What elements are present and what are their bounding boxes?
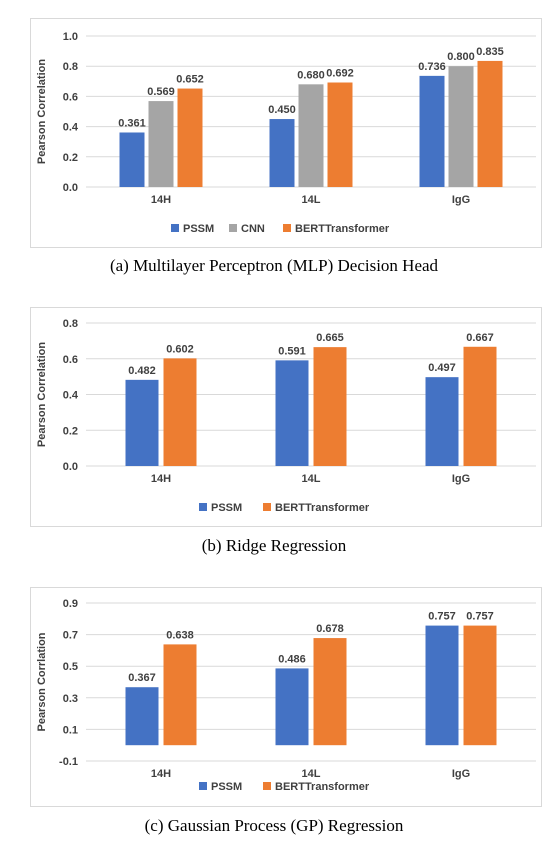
y-tick-label: 0.2 [63,425,78,437]
data-label: 0.450 [268,104,296,116]
y-tick-label: 0.2 [63,152,78,164]
category-label: IgG [452,768,470,780]
bar-berttransformer-igg [463,346,497,466]
y-tick-label: 1.0 [63,31,78,43]
bar-pssm-14l [275,668,309,746]
caption-b: (b) Ridge Regression [201,536,347,555]
bar-berttransformer-14l [327,82,353,187]
chart-a: 0.0 0.2 0.4 0.6 0.8 1.0 Pearson Correlation 0.3… [36,31,536,235]
bar-pssm-14l [275,360,309,466]
data-label: 0.667 [466,332,494,344]
bar-cnn-14h [148,101,174,187]
y-tick-label: 0.3 [63,693,78,705]
bar-cnn-14l [298,84,324,187]
data-label: 0.757 [466,611,494,623]
category-label: 14H [151,473,171,485]
chart-b: 0.0 0.2 0.4 0.6 0.8 Pearson Correlation 0.482 0… [36,318,536,514]
data-label: 0.665 [316,332,344,344]
bar-berttransformer-14l [313,638,347,746]
category-label: 14L [302,194,321,206]
bar-pssm-igg [425,377,459,466]
y-tick-label: 0.0 [63,461,78,473]
y-axis-label: Pearson Corrlation [36,632,48,731]
legend-swatch [263,503,271,511]
legend-label: PSSM [211,502,242,514]
legend-label: PSSM [211,781,242,793]
data-label: 0.591 [278,345,306,357]
category-label: 14L [302,768,321,780]
bar-pssm-14l [269,119,295,187]
chart-c: -0.1 0.1 0.3 0.5 0.7 0.9 Pearson Corrlation 0.3… [36,598,536,793]
data-label: 0.367 [128,672,156,684]
y-axis-label: Pearson Correlation [36,59,48,164]
legend-label: PSSM [183,223,214,235]
data-label: 0.482 [128,365,156,377]
data-label: 0.497 [428,362,456,374]
chart-a-frame: 0.0 0.2 0.4 0.6 0.8 1.0 Pearson Correlation 0.3… [30,18,542,248]
y-tick-label: 0.1 [63,724,78,736]
category-label: 14H [151,768,171,780]
y-tick-label: 0.6 [63,354,78,366]
legend-label: BERTTransformer [275,781,370,793]
y-tick-label: 0.7 [63,630,78,642]
bar-berttransformer-14h [177,88,203,187]
data-label: 0.602 [166,343,194,355]
legend-swatch [199,782,207,790]
data-label: 0.361 [118,117,146,129]
category-label: IgG [452,194,470,206]
data-label: 0.678 [316,623,344,635]
bar-cnn-igg [448,66,474,187]
data-label: 0.757 [428,611,456,623]
data-label: 0.680 [297,69,325,81]
y-tick-label: 0.5 [63,661,78,673]
legend-swatch [229,224,237,232]
data-label: 0.736 [418,61,446,73]
data-label: 0.569 [147,86,175,98]
data-label: 0.652 [176,74,204,86]
y-tick-label: 0.8 [63,318,78,330]
legend-swatch [171,224,179,232]
data-label: 0.835 [476,46,504,58]
y-tick-label: -0.1 [59,756,78,768]
y-tick-label: 0.4 [63,390,79,402]
chart-c-frame: -0.1 0.1 0.3 0.5 0.7 0.9 Pearson Corrlation 0.3… [30,587,542,807]
data-label: 0.800 [447,51,475,63]
bar-berttransformer-14l [313,347,347,466]
bar-berttransformer-14h [163,644,197,746]
legend-swatch [263,782,271,790]
legend-label: CNN [241,223,265,235]
caption-a: (a) Multilayer Perceptron (MLP) Decision… [109,256,439,275]
category-label: 14L [302,473,321,485]
y-tick-label: 0.4 [63,122,79,134]
y-tick-label: 0.0 [63,182,78,194]
bar-pssm-14h [119,132,145,187]
data-label: 0.638 [166,629,194,641]
y-tick-label: 0.8 [63,61,78,73]
category-label: IgG [452,473,470,485]
legend-label: BERTTransformer [295,223,390,235]
bar-pssm-14h [125,379,159,466]
caption-c: (c) Gaussian Process (GP) Regression [144,816,404,835]
category-label: 14H [151,194,171,206]
legend-swatch [283,224,291,232]
legend-label: BERTTransformer [275,502,370,514]
legend-swatch [199,503,207,511]
data-label: 0.692 [326,68,354,80]
bar-pssm-igg [419,75,445,187]
bar-berttransformer-14h [163,358,197,466]
bar-pssm-igg [425,625,459,746]
bar-berttransformer-igg [477,60,503,187]
chart-b-frame: 0.0 0.2 0.4 0.6 0.8 Pearson Correlation 0.482 0… [30,307,542,527]
data-label: 0.486 [278,653,306,665]
bar-berttransformer-igg [463,625,497,746]
y-axis-label: Pearson Correlation [36,342,48,447]
y-tick-label: 0.9 [63,598,78,610]
y-tick-label: 0.6 [63,91,78,103]
bar-pssm-14h [125,687,159,746]
